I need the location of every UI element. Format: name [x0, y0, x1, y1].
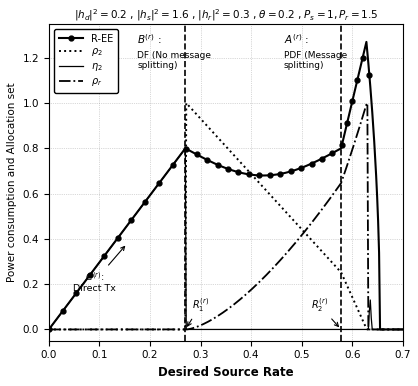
Title: $|h_d|^2 = 0.2$ , $|h_s|^2 = 1.6$ , $|h_r|^2 = 0.3$ , $\theta = 0.2$ , $P_s = 1,: $|h_d|^2 = 0.2$ , $|h_s|^2 = 1.6$ , $|h_… — [74, 7, 378, 23]
Y-axis label: Power consumption and Allocation set: Power consumption and Allocation set — [7, 83, 17, 282]
Text: $C^{(r)}$:
Direct Tx: $C^{(r)}$: Direct Tx — [73, 247, 125, 293]
Text: $B^{(r)}$ :: $B^{(r)}$ : — [138, 32, 162, 46]
Text: $R_2^{(r)}$: $R_2^{(r)}$ — [311, 296, 339, 327]
Text: DF (No message
splitting): DF (No message splitting) — [138, 51, 212, 70]
Legend: R-EE, $\rho_2$, $\eta_2$, $\rho_r$: R-EE, $\rho_2$, $\eta_2$, $\rho_r$ — [54, 29, 118, 93]
Text: PDF (Message
splitting): PDF (Message splitting) — [284, 51, 347, 70]
Text: $A^{(r)}$ :: $A^{(r)}$ : — [284, 32, 309, 46]
Text: $R_1^{(r)}$: $R_1^{(r)}$ — [188, 296, 209, 326]
X-axis label: Desired Source Rate: Desired Source Rate — [158, 366, 293, 379]
